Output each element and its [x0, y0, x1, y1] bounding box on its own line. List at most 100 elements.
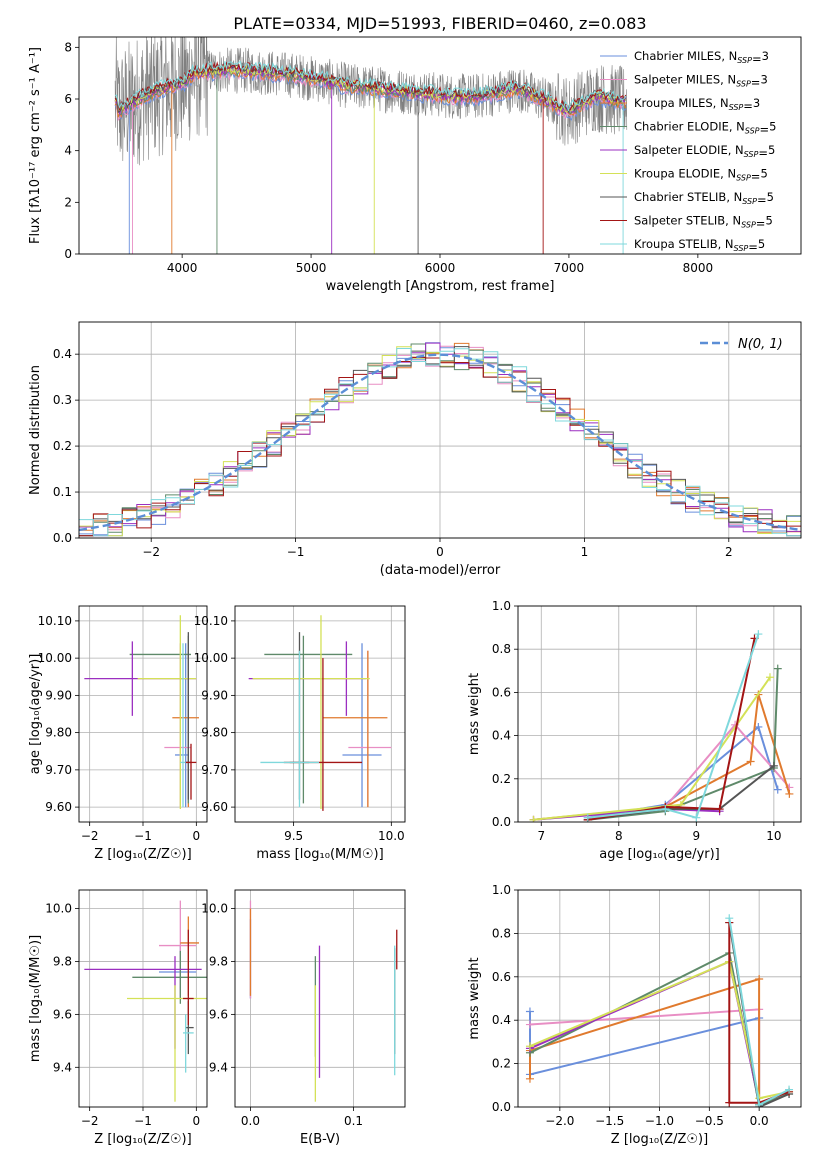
- y-tick-label: 9.6: [209, 1007, 228, 1021]
- y-tick-label: 0.0: [53, 531, 72, 545]
- y-tick-label: 0.2: [492, 1057, 511, 1071]
- series-line: [587, 633, 760, 819]
- y-tick-label: 8: [64, 40, 72, 54]
- series-marker: [583, 813, 592, 822]
- x-axis-label: Z [log₁₀(Z/Z☉)]: [94, 847, 191, 862]
- series-marker: [755, 974, 764, 983]
- y-tick-label: 1.0: [492, 883, 511, 897]
- legend-model: Chabrier ELODIE: [634, 120, 729, 134]
- series-marker: [692, 813, 701, 822]
- y-tick-label: 9.6: [53, 1007, 72, 1021]
- legend-nssp-value: 3: [760, 73, 767, 87]
- series-line: [533, 694, 791, 821]
- legend-model: Salpeter STELIB: [634, 214, 725, 228]
- series-marker: [525, 1042, 534, 1051]
- y-tick-label: 0: [64, 247, 72, 261]
- figure-title: PLATE=0334, MJD=51993, FIBERID=0460, z=0…: [233, 14, 646, 33]
- x-tick-label: −1: [134, 829, 152, 843]
- legend-nssp-value: 5: [768, 143, 775, 157]
- legend-nssp-value: 5: [767, 190, 774, 204]
- legend-nssp-value: 5: [758, 237, 765, 251]
- x-axis-label: E(B-V): [300, 1132, 340, 1147]
- x-tick-label: 9.5: [284, 829, 303, 843]
- y-tick-label: 0.4: [492, 729, 511, 743]
- series-marker: [525, 1020, 534, 1029]
- series-line: [587, 668, 779, 821]
- age-vs-Z-axes: −2 −1 0 9.60 9.70 9.80 9.90 10.00 10.10 Z [log₁₀(…: [28, 606, 207, 862]
- x-tick-label: 5000: [296, 261, 327, 275]
- spectrum-axes: 4000 5000 6000 7000 8000 0 2 4 6 8 wavelength [Ang…: [28, 40, 713, 294]
- x-tick-label: 1: [581, 545, 589, 559]
- y-tick-label: 9.60: [45, 800, 72, 814]
- legend-nssp-sub: SSP: [729, 103, 744, 112]
- series-marker: [773, 664, 782, 673]
- mass-vs-Z-axes: −2 −1 0 9.4 9.6 9.8 10.0 Z [log₁₀(Z/Z☉)] mass [l…: [28, 890, 207, 1147]
- y-tick-label: 10.0: [201, 902, 228, 916]
- legend-entry: N(0, 1): [738, 337, 783, 352]
- y-tick-label: 0.4: [53, 347, 72, 361]
- x-tick-label: 10: [766, 829, 781, 843]
- y-tick-label: 0.8: [492, 926, 511, 940]
- legend-equals: =: [756, 217, 766, 231]
- y-tick-label: 0.8: [492, 642, 511, 656]
- y-tick-label: 1.0: [492, 599, 511, 613]
- legend-model: Salpeter ELODIE: [634, 143, 728, 157]
- legend-nssp-label: , N: [728, 143, 744, 157]
- plot-frame: [78, 321, 802, 539]
- plot-frame: [517, 605, 802, 823]
- model-spectrum-salpeter-elodie: [114, 65, 627, 115]
- series-marker: [765, 673, 774, 682]
- age-vs-mass-points: [248, 615, 392, 811]
- x-tick-label: −0.5: [695, 1114, 724, 1128]
- histogram-kroupa-stelib: [79, 348, 801, 537]
- legend-entry: Chabrier MILES, NSSP=3: [634, 49, 769, 66]
- legend-equals: =: [751, 170, 761, 184]
- legend-model: Kroupa MILES: [634, 96, 713, 110]
- legend-entry: Kroupa MILES, NSSP=3: [634, 96, 760, 113]
- spectrum-lines: [114, 37, 628, 254]
- x-tick-label: 2: [725, 545, 733, 559]
- legend-entry: Kroupa ELODIE, NSSP=5: [634, 167, 768, 184]
- y-tick-label: 9.90: [201, 688, 228, 702]
- x-tick-label: −1.5: [595, 1114, 624, 1128]
- y-tick-label: 10.00: [38, 651, 72, 665]
- x-axis-label: (data-model)/error: [380, 563, 501, 578]
- series-marker: [525, 1007, 534, 1016]
- legend-nssp-sub: SSP: [745, 127, 760, 136]
- y-axis-label: mass [log₁₀(M/M☉)]: [28, 935, 43, 1062]
- y-tick-label: 9.4: [209, 1060, 228, 1074]
- x-tick-label: −2: [142, 545, 160, 559]
- plot-frame: [78, 36, 802, 255]
- x-tick-label: −2: [81, 1114, 99, 1128]
- legend-entry: Kroupa STELIB, NSSP=5: [634, 237, 765, 254]
- x-tick-label: −2: [81, 829, 99, 843]
- legend-nssp-label: , N: [718, 237, 734, 251]
- y-tick-label: 9.8: [53, 954, 72, 968]
- y-tick-label: 9.80: [201, 726, 228, 740]
- y-axis-label: mass weight: [467, 673, 482, 755]
- x-tick-label: 7000: [554, 261, 585, 275]
- series-line: [529, 977, 761, 1105]
- plot-frame: [517, 889, 802, 1108]
- legend-model: Kroupa ELODIE: [634, 167, 720, 181]
- series-marker: [755, 1100, 764, 1107]
- y-tick-label: 0.4: [492, 1013, 511, 1027]
- legend-nssp-label: , N: [720, 167, 736, 181]
- y-tick-label: 2: [64, 195, 72, 209]
- y-tick-label: 6: [64, 92, 72, 106]
- legend-nssp-sub: SSP: [736, 80, 751, 89]
- legend-nssp-value: 5: [765, 214, 772, 228]
- legend-nssp-label: , N: [726, 190, 742, 204]
- series-line: [587, 723, 791, 821]
- residuals-axes: −2 −1 0 1 2 0.0 0.1 0.2 0.3 0.4 (data-model)/error…: [28, 322, 801, 578]
- y-tick-label: 10.10: [38, 614, 72, 628]
- x-tick-label: 0: [193, 829, 201, 843]
- y-tick-label: 0.2: [53, 439, 72, 453]
- y-tick-label: 9.4: [53, 1060, 72, 1074]
- legend-model: Chabrier STELIB: [634, 190, 726, 204]
- series-marker: [773, 785, 782, 794]
- series-line: [587, 765, 775, 821]
- legend-nssp-sub: SSP: [737, 56, 752, 65]
- residual-histograms: [79, 342, 801, 537]
